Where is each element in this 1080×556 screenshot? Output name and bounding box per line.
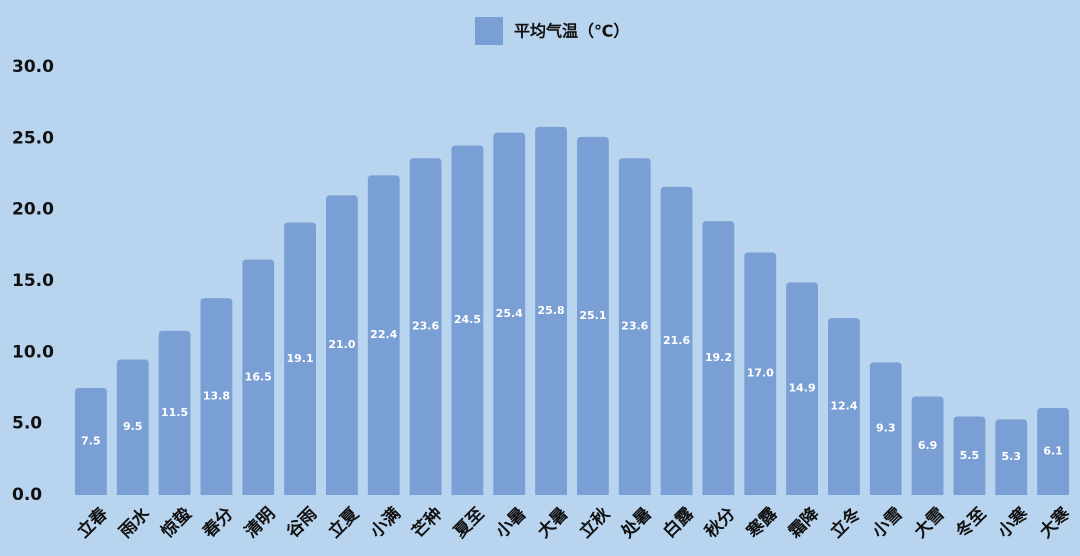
bar (786, 282, 818, 495)
y-tick-label: 20.0 (12, 200, 54, 220)
y-tick-label: 15.0 (12, 271, 54, 291)
bar (953, 416, 986, 495)
value-label: 11.5 (161, 406, 188, 419)
value-label: 21.0 (328, 338, 355, 351)
legend-swatch (475, 17, 503, 45)
value-label: 7.5 (81, 435, 101, 448)
bar (116, 359, 149, 495)
value-label: 23.6 (412, 320, 439, 333)
bar (200, 298, 233, 495)
bar (744, 252, 777, 495)
legend-label: 平均气温（℃） (514, 22, 629, 41)
value-label: 19.1 (287, 352, 314, 365)
bar (409, 158, 442, 495)
value-label: 22.4 (370, 328, 397, 341)
bar (158, 330, 191, 495)
value-label: 9.3 (876, 422, 896, 435)
bar (995, 419, 1028, 495)
bar (242, 259, 275, 495)
bar (869, 362, 902, 495)
y-tick-label: 0.0 (12, 485, 42, 505)
value-label: 6.1 (1043, 444, 1063, 457)
bar (1037, 407, 1069, 495)
value-label: 5.3 (1002, 450, 1022, 463)
bar (284, 222, 316, 496)
value-label: 14.9 (789, 382, 816, 395)
value-label: 21.6 (663, 334, 690, 347)
bar (618, 158, 651, 495)
value-label: 13.8 (203, 390, 230, 403)
value-label: 17.0 (747, 367, 774, 380)
value-label: 6.9 (918, 439, 938, 452)
bar (911, 396, 944, 495)
bar (660, 186, 693, 495)
value-label: 5.5 (960, 449, 980, 462)
y-tick-label: 30.0 (12, 57, 54, 77)
value-label: 25.4 (496, 307, 523, 320)
bar (493, 132, 526, 496)
bar (702, 221, 735, 495)
value-label: 12.4 (830, 400, 857, 413)
value-label: 19.2 (705, 351, 732, 364)
bar (535, 126, 567, 496)
bar (326, 195, 358, 495)
bar (75, 388, 107, 495)
value-label: 9.5 (123, 420, 143, 433)
bar (367, 175, 400, 495)
y-tick-label: 5.0 (12, 414, 42, 434)
value-label: 25.8 (538, 304, 565, 317)
value-label: 25.1 (579, 309, 606, 322)
bar (577, 136, 609, 495)
y-tick-label: 25.0 (12, 128, 54, 148)
value-label: 24.5 (454, 313, 481, 326)
value-label: 23.6 (621, 320, 648, 333)
bar (451, 145, 484, 495)
y-tick-label: 10.0 (12, 342, 54, 362)
value-label: 16.5 (245, 370, 272, 383)
bar (828, 318, 860, 495)
